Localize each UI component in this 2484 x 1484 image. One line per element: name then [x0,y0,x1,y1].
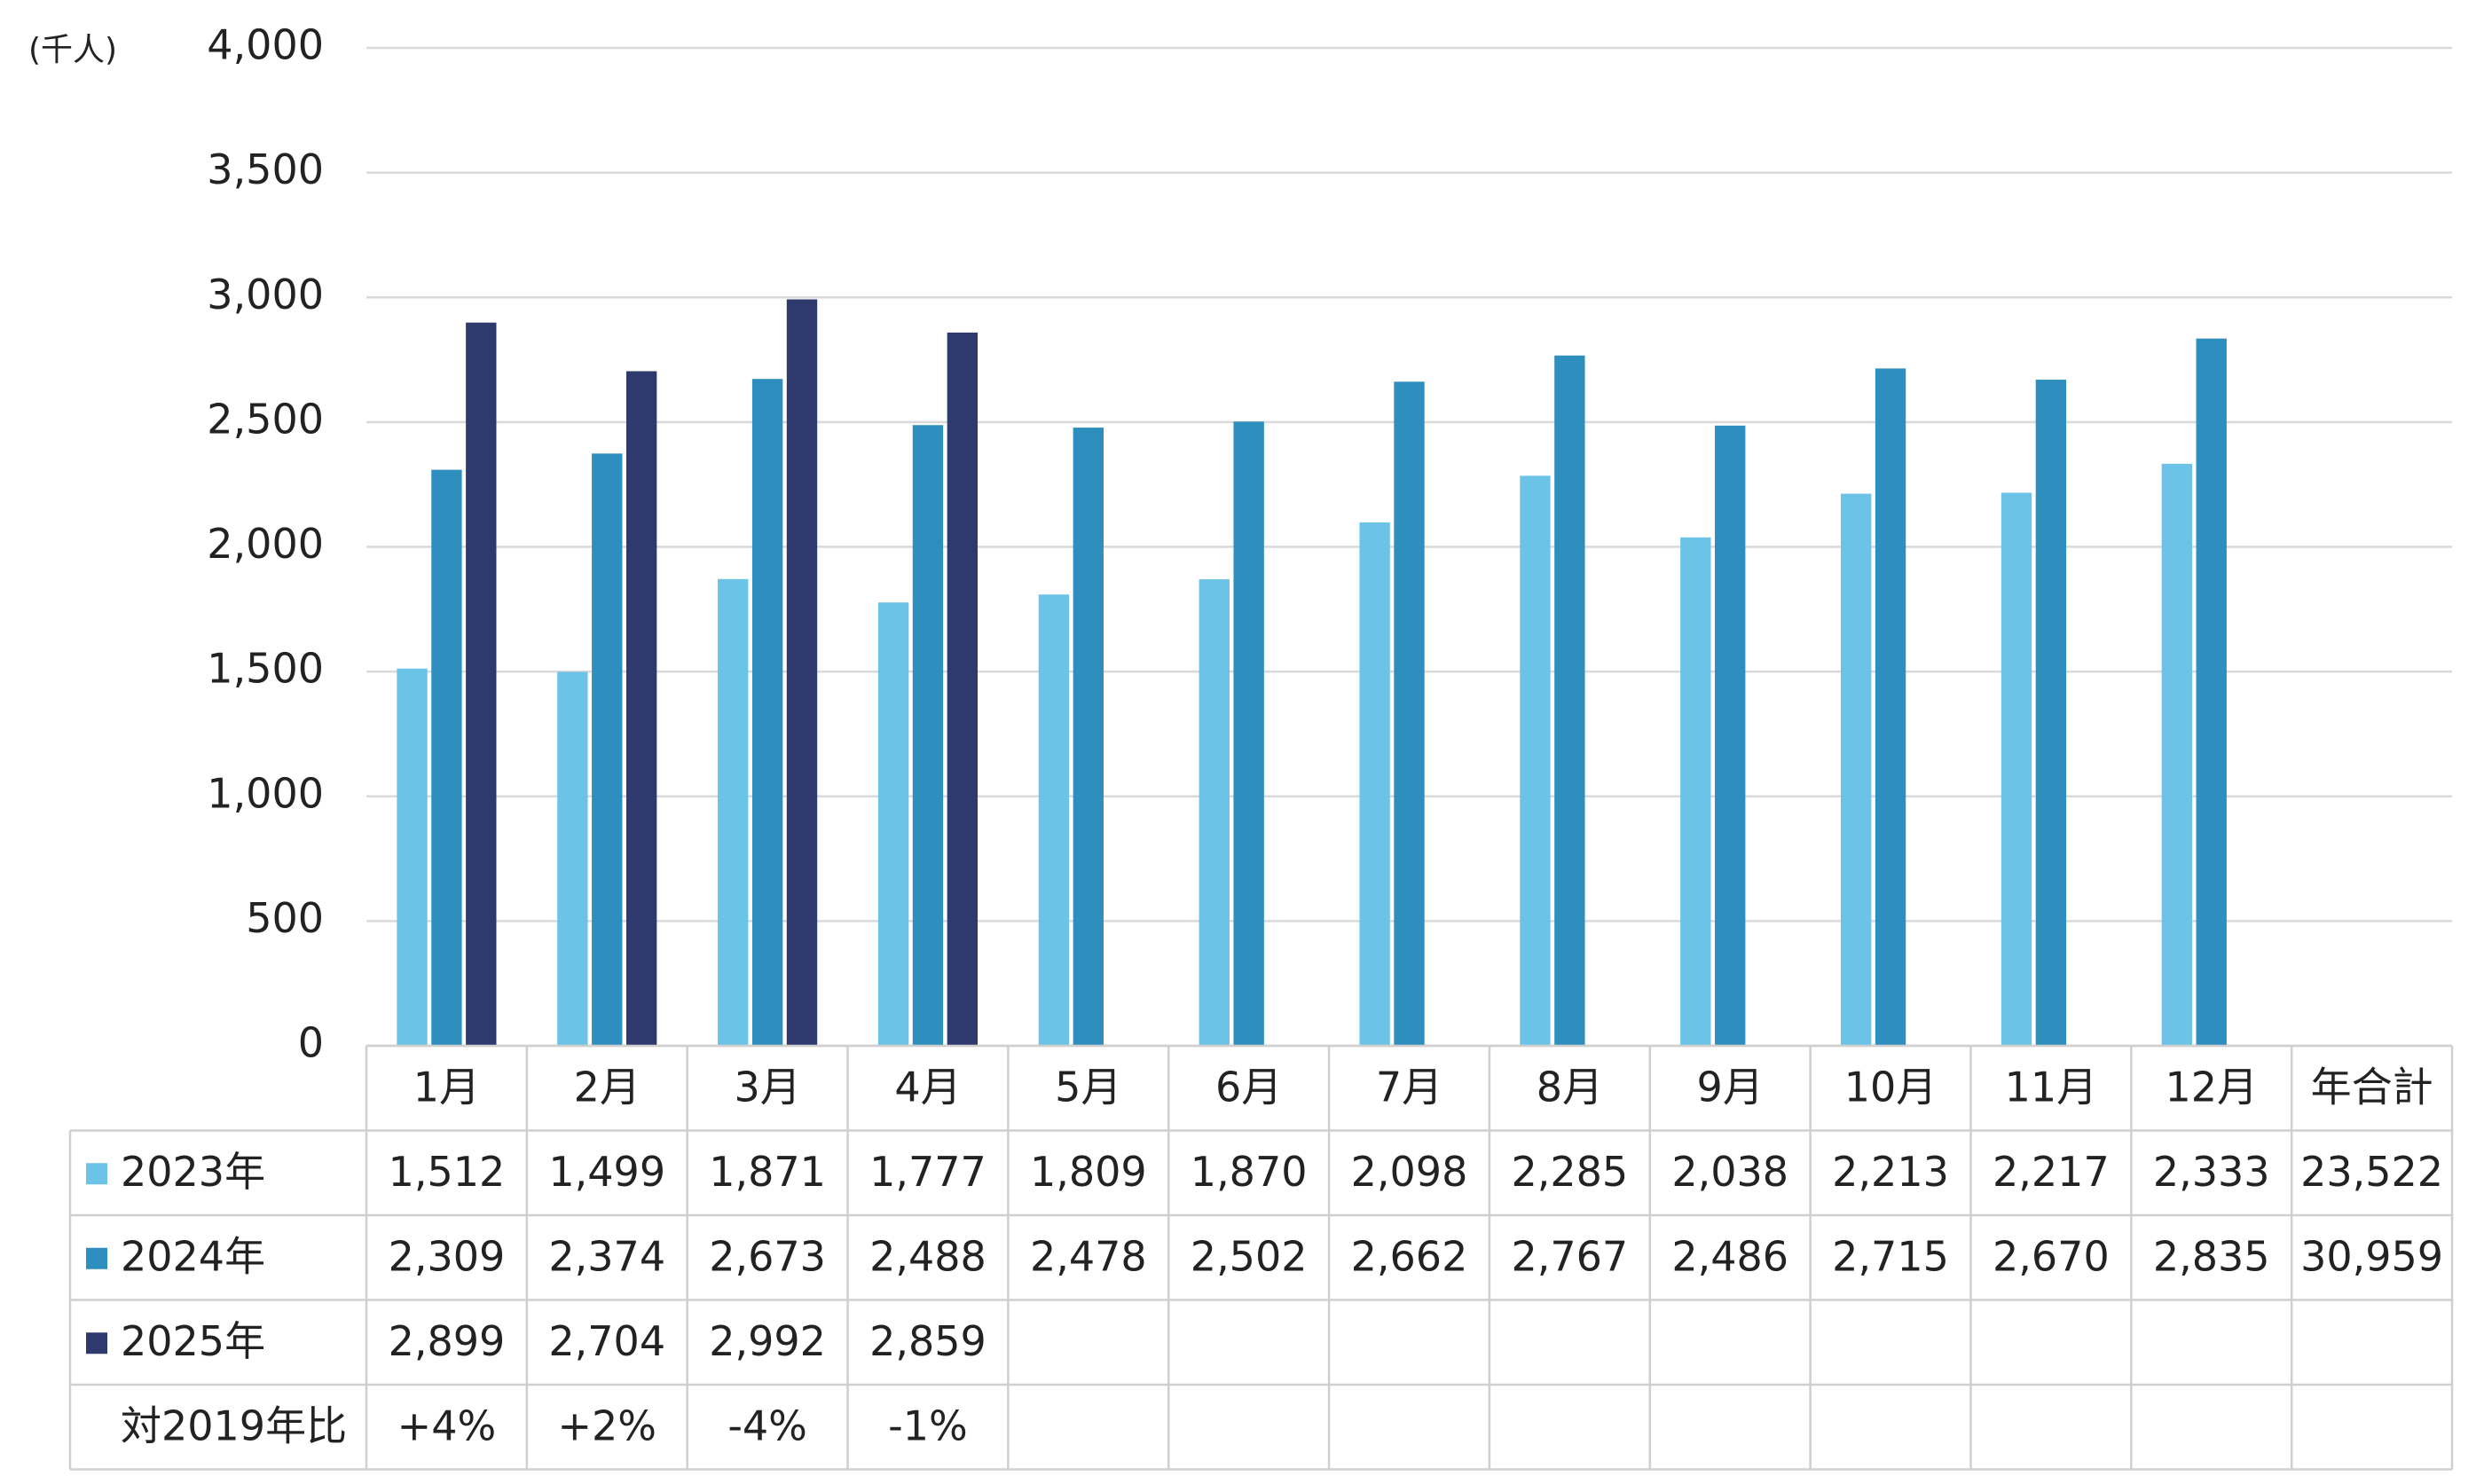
bar [1715,425,1746,1046]
y-tick-label: 1,000 [207,769,324,817]
table-value: 1,512 [389,1148,506,1196]
x-tick-label: 6月 [1215,1063,1282,1111]
bar [557,671,588,1046]
bar [2161,463,2193,1046]
bar [592,453,623,1046]
table-total: 23,522 [2300,1148,2443,1196]
table-value: 2,992 [709,1317,826,1365]
bar [2035,380,2067,1046]
x-tick-label: 7月 [1376,1063,1442,1111]
y-tick-label: 500 [246,894,324,942]
table-value: 2,285 [1511,1148,1628,1196]
bar [1233,421,1264,1046]
table-value: -1% [888,1402,968,1449]
bar [2196,338,2227,1046]
x-tick-label: 10月 [1844,1063,1938,1111]
table-value: +4% [397,1402,497,1449]
y-tick-label: 4,000 [207,21,324,69]
x-tick-label: 1月 [413,1063,480,1111]
table-value: 2,502 [1191,1232,1308,1280]
table-value: 2,704 [548,1317,665,1365]
bar [786,299,818,1046]
bar [2001,492,2032,1046]
table-value: 2,488 [869,1232,987,1280]
table-value: 1,777 [869,1148,987,1196]
table-value: 2,374 [548,1232,665,1280]
table-value: 2,899 [389,1317,506,1365]
table-value: 1,499 [548,1148,665,1196]
legend-label: 2025年 [121,1317,265,1365]
bar [1875,368,1906,1046]
x-tick-label: 4月 [894,1063,961,1111]
table-value: 2,217 [1993,1148,2110,1196]
bar [1520,475,1551,1046]
y-axis-unit: (千人) [28,32,117,68]
bar [1394,381,1425,1046]
table-value: 2,478 [1030,1232,1147,1280]
bar [877,602,909,1046]
y-tick-label: 2,000 [207,520,324,568]
bar [1359,522,1390,1046]
x-tick-label: 8月 [1537,1063,1603,1111]
legend-label: 2023年 [121,1148,265,1196]
table-value: 1,809 [1030,1148,1147,1196]
x-tick-label: 12月 [2165,1063,2258,1111]
table-value: 2,859 [869,1317,987,1365]
x-tick-label: 9月 [1697,1063,1764,1111]
table-value: 2,038 [1671,1148,1788,1196]
table-value: 2,333 [2153,1148,2270,1196]
x-tick-label: 3月 [734,1063,800,1111]
x-tick-label: 11月 [2005,1063,2098,1111]
table-value: 2,673 [709,1232,826,1280]
table-value: 2,486 [1671,1232,1788,1280]
table-value: 1,870 [1191,1148,1308,1196]
bar [1073,428,1104,1046]
bar [751,379,783,1046]
bar [1680,537,1711,1046]
bar [431,469,462,1046]
table-value: 2,715 [1832,1232,1949,1280]
table-value: 1,871 [709,1148,826,1196]
table-total: 30,959 [2300,1232,2443,1280]
bar [1554,355,1585,1046]
bar [1038,594,1070,1046]
row-label: 対2019年比 [121,1402,347,1449]
table-value: 2,213 [1832,1148,1949,1196]
bar [912,425,944,1046]
table-value: -4% [727,1402,807,1449]
bar [397,668,428,1046]
table-value: 2,835 [2153,1232,2270,1280]
bar [947,332,979,1046]
table-value: +2% [558,1402,657,1449]
table-value: 2,309 [389,1232,506,1280]
bar [1840,493,1872,1046]
legend-swatch [86,1247,107,1269]
bar [466,322,497,1046]
bar [718,578,749,1046]
legend-swatch [86,1332,107,1354]
table-header: 年合計 [2311,1063,2433,1111]
bar [625,371,657,1046]
y-tick-label: 3,000 [207,271,324,318]
table-value: 2,767 [1511,1232,1628,1280]
bar [1199,579,1230,1046]
legend-swatch [86,1163,107,1185]
y-tick-label: 0 [298,1019,324,1067]
y-tick-label: 3,500 [207,145,324,193]
table-value: 2,662 [1351,1232,1468,1280]
x-tick-label: 2月 [574,1063,641,1111]
table-value: 2,670 [1993,1232,2110,1280]
x-tick-label: 5月 [1055,1063,1121,1111]
y-tick-label: 1,500 [207,645,324,693]
table-value: 2,098 [1351,1148,1468,1196]
y-tick-label: 2,500 [207,395,324,443]
legend-label: 2024年 [121,1232,265,1280]
